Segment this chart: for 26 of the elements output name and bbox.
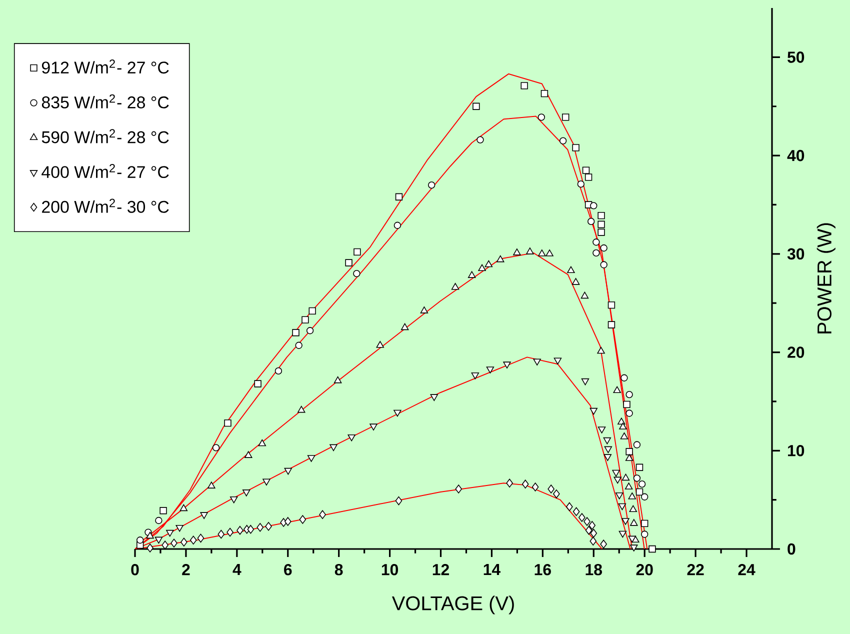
- legend-label: 835 W/m$^{2}$- 28 °C: [42, 94, 169, 108]
- x-tick-label: 12: [432, 564, 449, 576]
- y-tick-label: 40: [787, 150, 804, 162]
- x-tick-label: 24: [738, 564, 756, 576]
- x-tick-label: 14: [484, 564, 500, 575]
- x-tick-label: 0: [131, 564, 139, 576]
- y-axis-title: POWER (W): [816, 223, 836, 334]
- x-tick-label: 18: [586, 564, 602, 576]
- y-tick-label: 0: [788, 543, 796, 555]
- x-tick-label: 20: [636, 564, 653, 576]
- legend-label: 912 W/m$^{2}$- 27 °C: [42, 60, 169, 74]
- x-axis-title: VOLTAGE (V): [392, 596, 514, 614]
- y-tick-label: 10: [788, 445, 804, 456]
- x-tick-label: 2: [182, 564, 190, 576]
- y-tick-label: 30: [787, 248, 804, 260]
- y-tick-label: 20: [788, 346, 804, 358]
- x-tick-label: 4: [232, 564, 242, 575]
- x-tick-label: 16: [534, 564, 551, 576]
- x-tick-label: 10: [382, 564, 398, 576]
- y-tick-label: 50: [788, 52, 804, 63]
- x-tick-label: 22: [687, 564, 704, 576]
- legend-label: 400 W/m$^{2}$- 27 °C: [42, 164, 169, 178]
- x-tick-label: 6: [284, 564, 292, 576]
- x-tick-label: 8: [334, 564, 343, 576]
- legend-label: 200 W/m$^{2}$- 30 °C: [42, 198, 169, 213]
- legend-label: 590 W/m$^{2}$- 28 °C: [42, 129, 169, 144]
